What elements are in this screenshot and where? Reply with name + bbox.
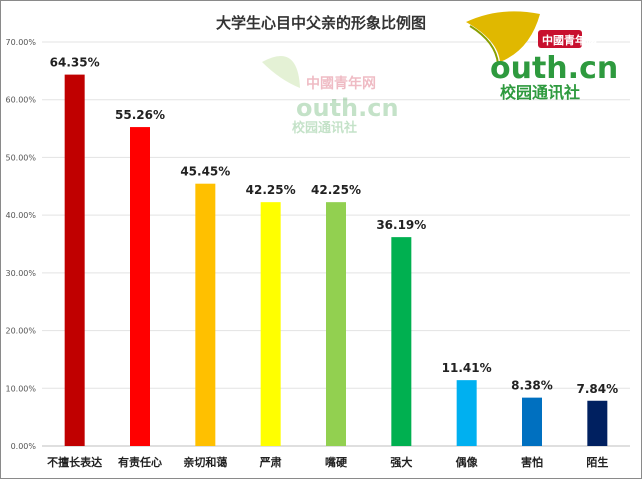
value-label: 64.35% xyxy=(50,56,100,70)
logo-watermark: 中國青年网 outh.cn 校园通讯社 xyxy=(466,11,618,102)
y-tick-label: 10.00% xyxy=(5,384,36,393)
value-label: 55.26% xyxy=(115,108,165,122)
bar-4 xyxy=(260,202,281,446)
bars xyxy=(64,74,608,446)
category-label: 不擅长表达 xyxy=(47,455,102,469)
bar-1 xyxy=(64,74,85,446)
bar-2 xyxy=(130,127,150,446)
bar-3 xyxy=(195,183,216,446)
category-label: 害怕 xyxy=(521,455,543,469)
y-tick-label: 70.00% xyxy=(5,38,36,47)
y-tick-label: 20.00% xyxy=(5,327,36,336)
watermark-center-top: 中國青年网 xyxy=(306,75,376,92)
category-label: 强大 xyxy=(390,455,412,469)
category-label: 亲切和蔼 xyxy=(183,455,227,469)
bar-6 xyxy=(391,237,412,446)
leaf-stem-icon xyxy=(469,25,499,65)
logo-sub-text: 校园通讯社 xyxy=(500,83,580,102)
y-tick-label: 30.00% xyxy=(5,269,36,278)
y-tick-label: 40.00% xyxy=(5,211,36,220)
value-label: 11.41% xyxy=(442,361,492,375)
watermark-center-main: outh.cn xyxy=(296,94,399,122)
value-label: 8.38% xyxy=(511,379,553,393)
logo-main-text: outh.cn xyxy=(490,51,618,86)
value-label: 45.45% xyxy=(180,165,230,179)
chart-title: 大学生心目中父亲的形象比例图 xyxy=(215,14,426,32)
category-label: 严肃 xyxy=(259,455,282,469)
center-watermark: 中國青年网 outh.cn 校园通讯社 xyxy=(262,55,399,136)
logo-badge xyxy=(538,30,582,48)
value-label: 42.25% xyxy=(246,183,296,197)
value-labels: 64.35% 55.26% 45.45% 42.25% 42.25% 36.19% 11.4… xyxy=(50,56,618,396)
y-axis-ticks: 0.00% 10.00% 20.00% 30.00% 40.00% 50.00% 60.00… xyxy=(5,38,36,451)
logo-top-text: 中國青年网 xyxy=(542,33,597,47)
ginkgo-leaf-icon xyxy=(466,11,540,63)
value-label: 42.25% xyxy=(311,183,361,197)
category-label: 偶像 xyxy=(456,455,479,469)
leaf-icon xyxy=(262,55,300,88)
y-tick-label: 50.00% xyxy=(5,153,36,162)
bar-5 xyxy=(326,202,346,446)
category-label: 陌生 xyxy=(586,455,608,469)
value-label: 36.19% xyxy=(376,218,426,232)
watermark-center-sub: 校园通讯社 xyxy=(292,120,357,136)
category-label: 有责任心 xyxy=(118,455,162,469)
bar-8 xyxy=(522,397,542,446)
value-label: 7.84% xyxy=(577,382,619,396)
bar-7 xyxy=(456,380,477,446)
y-tick-label: 0.00% xyxy=(11,442,37,451)
y-tick-label: 60.00% xyxy=(5,96,36,105)
category-labels: 不擅长表达 有责任心 亲切和蔼 严肃 嘴硬 强大 偶像 害怕 陌生 xyxy=(47,455,608,469)
bar-9 xyxy=(587,400,608,446)
category-label: 嘴硬 xyxy=(325,455,348,469)
